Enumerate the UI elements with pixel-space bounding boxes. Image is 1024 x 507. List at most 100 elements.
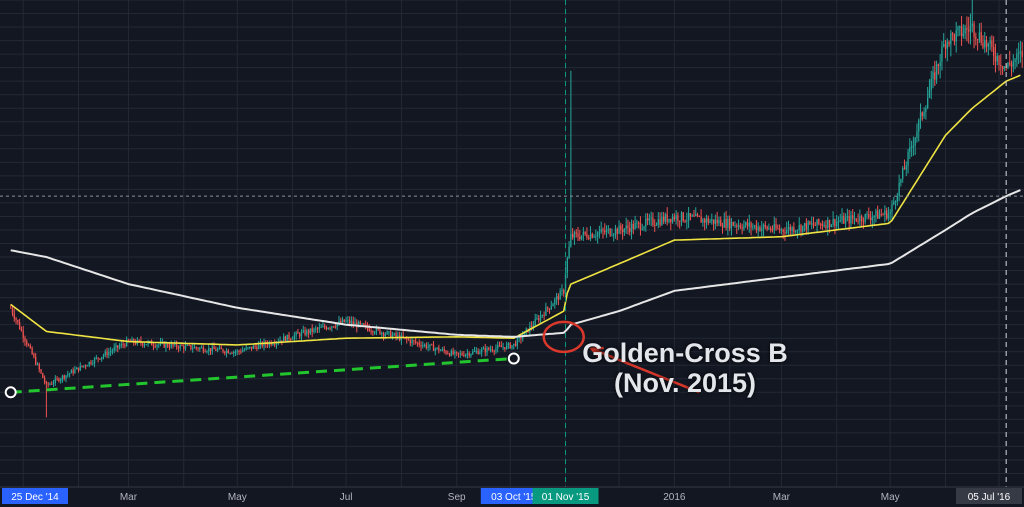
candle-body: [409, 339, 411, 344]
pivot-marker: [507, 352, 520, 365]
candle-body: [921, 112, 923, 117]
candle-body: [286, 334, 288, 342]
candle-body: [77, 367, 80, 371]
candle-body: [621, 229, 624, 233]
candle-body: [459, 353, 461, 355]
candle-body: [456, 351, 458, 353]
candle-body: [930, 78, 932, 91]
candle-body: [325, 327, 328, 330]
candle-body: [256, 346, 258, 350]
candle-body: [184, 345, 187, 349]
candle-body: [461, 353, 463, 355]
candle-body: [768, 228, 770, 230]
candle-body: [448, 353, 451, 356]
annotation-title: Golden-Cross B: [582, 338, 788, 368]
candle-body: [559, 291, 561, 300]
candle-body: [894, 200, 897, 203]
candle-body: [975, 37, 977, 40]
candle-body: [225, 350, 228, 354]
candle-body: [998, 55, 1000, 66]
candle-body: [1014, 59, 1016, 62]
candle-body: [646, 218, 649, 221]
candle-body: [860, 216, 863, 222]
candle-body: [120, 343, 122, 347]
candle-body: [912, 145, 915, 147]
candle-body: [957, 27, 959, 31]
candle-body: [679, 220, 681, 222]
candle-body: [937, 64, 940, 66]
candle-body: [784, 231, 786, 234]
candle-body: [245, 347, 247, 350]
candle-body: [955, 30, 957, 42]
candle-body: [664, 214, 667, 222]
candle-body: [816, 219, 818, 226]
candle-body: [231, 353, 233, 355]
candle-body: [206, 351, 208, 353]
candle-body: [343, 319, 345, 322]
candle-body: [891, 204, 893, 213]
candle-body: [821, 223, 824, 226]
candle-body: [591, 233, 593, 238]
candle-body: [761, 228, 763, 231]
candle-body: [650, 217, 652, 219]
candle-body: [1016, 53, 1018, 60]
candle-body: [208, 348, 210, 352]
candle-body: [311, 328, 313, 332]
candle-body: [643, 226, 645, 230]
candle-body: [70, 370, 73, 374]
candle-body: [746, 222, 749, 227]
candle-body: [764, 224, 766, 227]
annotation-date: (Nov. 2015): [613, 368, 757, 398]
candle-body: [620, 225, 622, 230]
candle-body: [457, 352, 460, 354]
candle-body: [472, 351, 474, 354]
candle-body: [502, 347, 504, 349]
candle-body: [127, 339, 130, 341]
candle-body: [250, 346, 253, 349]
candle-body: [274, 344, 276, 346]
candle-body: [488, 347, 490, 350]
candle-body: [727, 218, 729, 228]
candle-body: [602, 229, 604, 231]
candle-body: [839, 220, 841, 222]
time-axis-label: 03 Oct '15: [491, 492, 537, 503]
candle-body: [600, 229, 602, 232]
candle-body: [862, 221, 865, 223]
candle-body: [882, 214, 884, 216]
candle-body: [514, 343, 517, 346]
candle-body: [607, 228, 610, 230]
candle-body: [99, 358, 101, 360]
candle-body: [698, 215, 700, 217]
candle-body: [174, 343, 176, 346]
candle-body: [266, 344, 269, 346]
candle-body: [386, 331, 388, 335]
candle-body: [902, 168, 904, 179]
candle-body: [329, 327, 331, 329]
candle-body: [35, 356, 37, 365]
candle-body: [793, 227, 795, 233]
candle-body: [887, 213, 890, 219]
candle-body: [115, 345, 117, 348]
candle-body: [948, 41, 950, 45]
candle-body: [982, 42, 984, 48]
candle-body: [1001, 66, 1004, 69]
candle-body: [190, 344, 192, 349]
candle-body: [680, 212, 683, 222]
candle-body: [834, 219, 836, 227]
candle-body: [910, 146, 913, 148]
candle-body: [573, 232, 576, 238]
candle-body: [893, 202, 895, 205]
candle-body: [167, 343, 169, 347]
candle-body: [11, 307, 14, 314]
candle-body: [489, 349, 492, 351]
candle-body: [778, 228, 781, 231]
candle-body: [463, 354, 465, 357]
candle-body: [684, 220, 686, 222]
candle-body: [357, 321, 360, 328]
candle-body: [996, 55, 998, 62]
candle-body: [571, 234, 574, 238]
candle-body: [83, 365, 85, 367]
candle-body: [775, 224, 777, 229]
